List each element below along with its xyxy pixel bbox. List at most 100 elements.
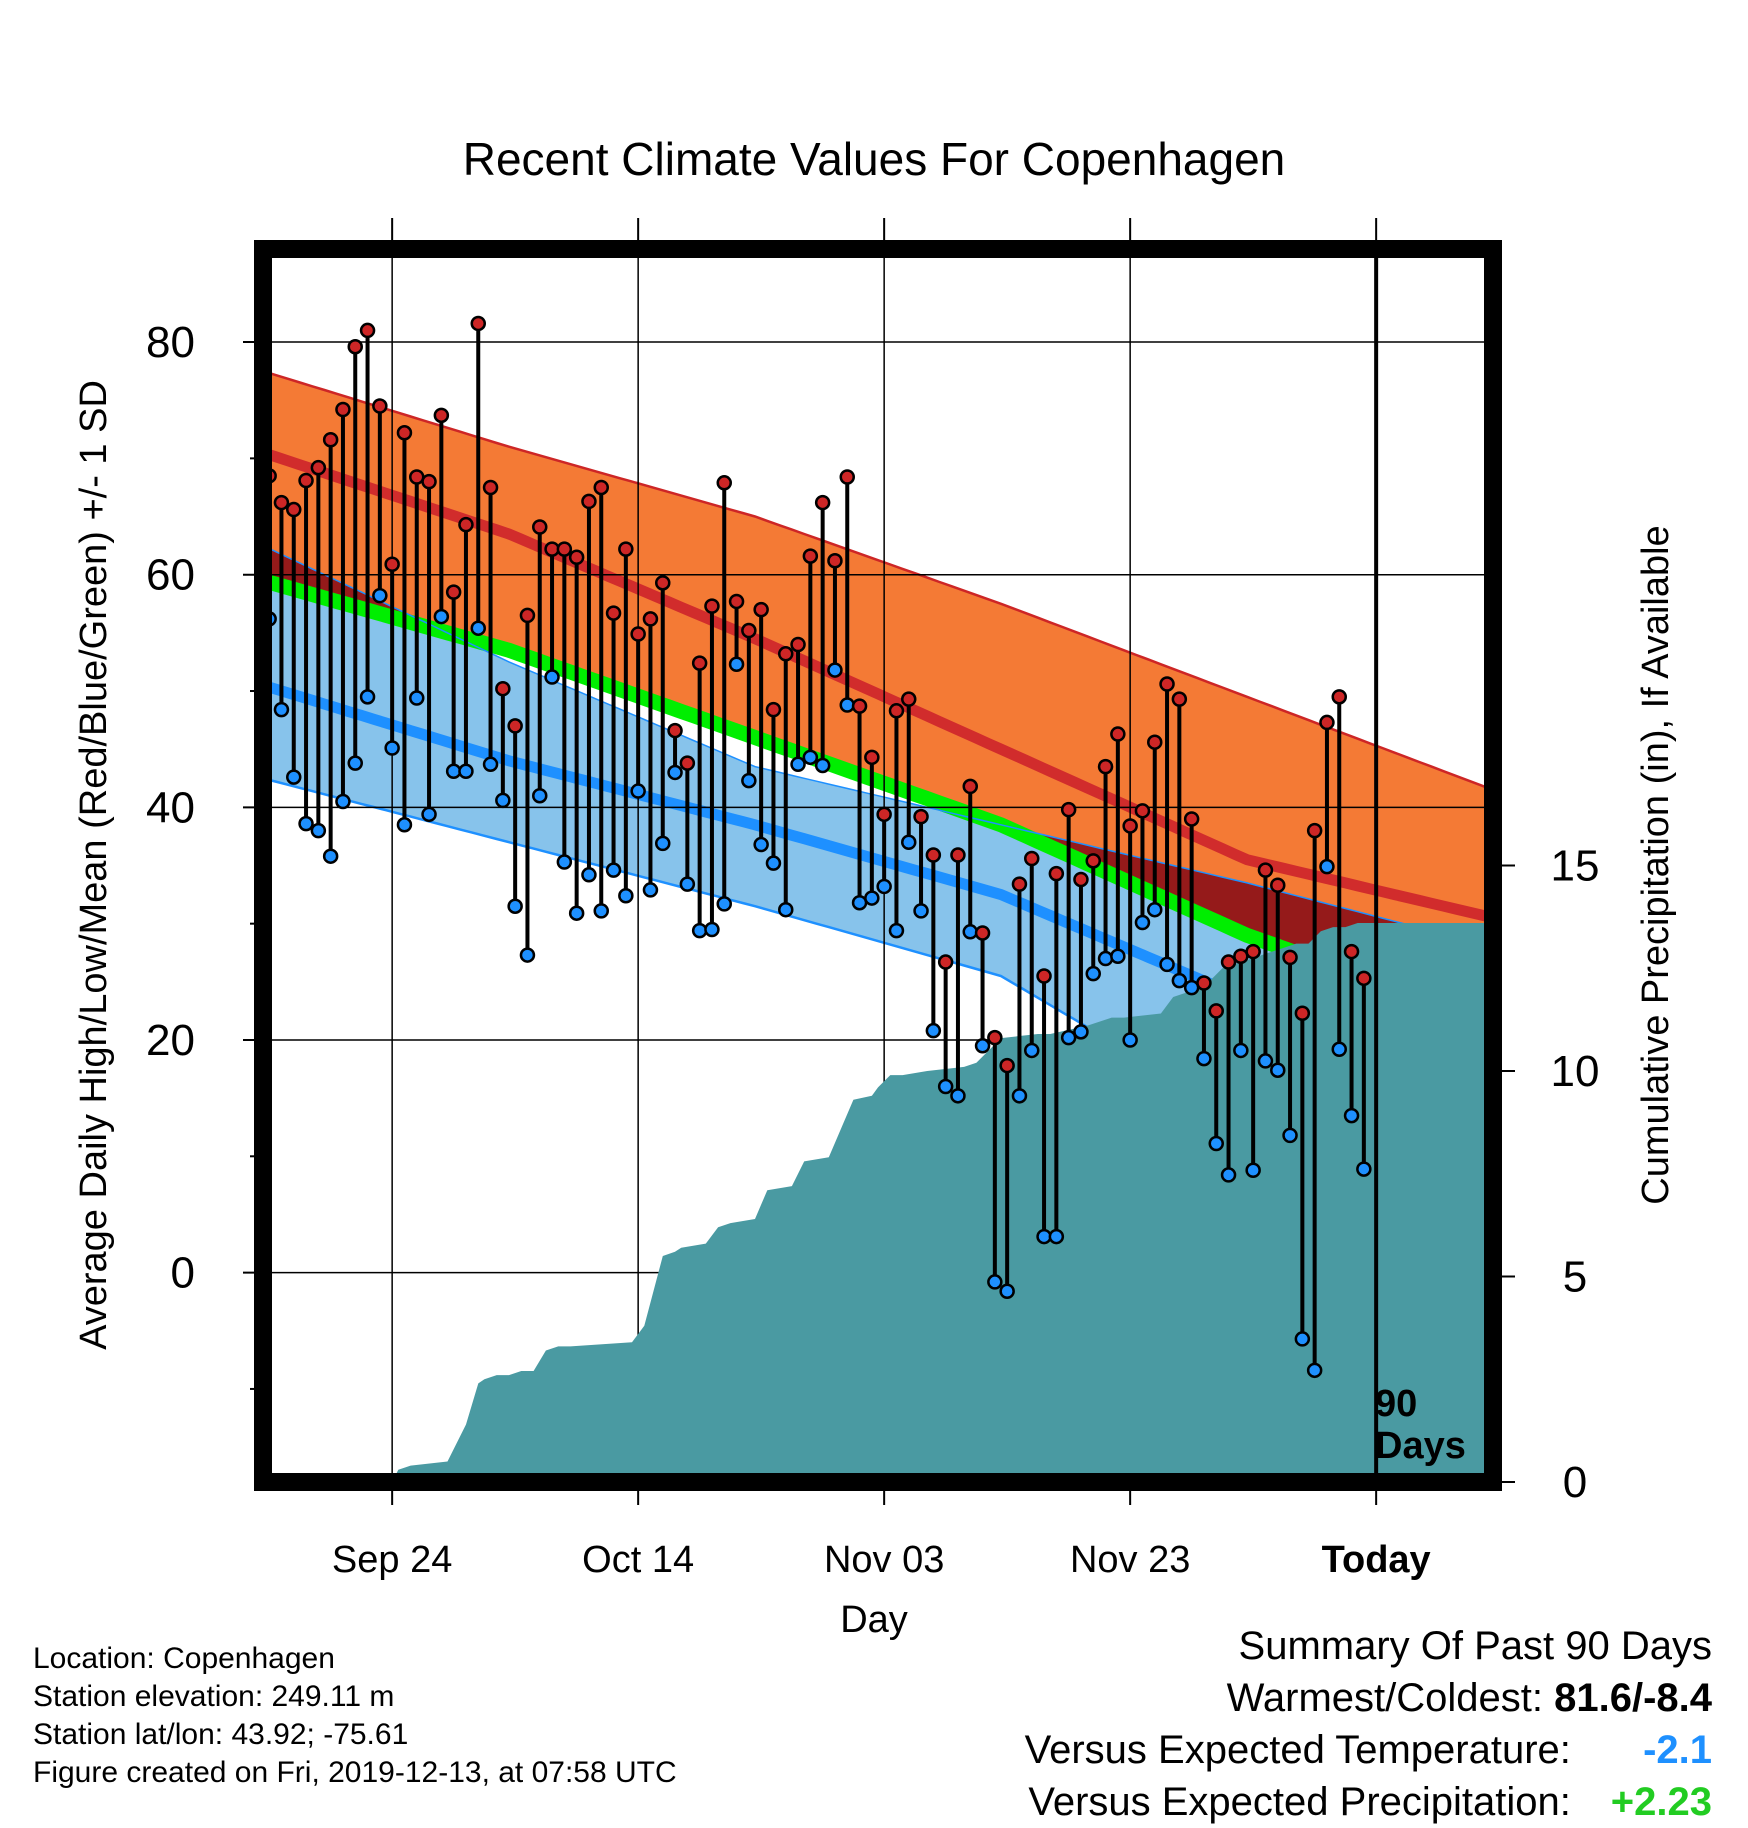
- daily-high-point: [1294, 1005, 1311, 1021]
- daily-high-point: [728, 593, 745, 610]
- daily-high-point: [1011, 876, 1028, 892]
- daily-high-point: [421, 473, 437, 490]
- daily-low-point: [765, 855, 782, 871]
- location-text: Location: Copenhagen: [33, 1642, 335, 1675]
- y2-tick-label-5: 5: [1563, 1253, 1587, 1302]
- precip-value: +2.23: [1610, 1780, 1712, 1824]
- summary-panel: Summary Of Past 90 Days Warmest/Coldest:…: [1025, 1620, 1712, 1828]
- daily-high-point: [1319, 714, 1335, 731]
- daily-low-point: [372, 587, 388, 604]
- daily-high-point: [778, 646, 794, 662]
- days-window-label-1: 90: [1375, 1383, 1417, 1425]
- daily-low-point: [728, 656, 745, 673]
- daily-low-point: [618, 887, 634, 904]
- daily-low-point: [532, 787, 548, 804]
- daily-low-point: [335, 793, 351, 810]
- daily-low-point: [851, 894, 868, 911]
- daily-high-point: [433, 407, 450, 424]
- daily-low-point: [1011, 1088, 1028, 1104]
- daily-low-point: [507, 898, 523, 914]
- y-tick-label-20: 20: [146, 1016, 195, 1065]
- daily-low-point: [495, 792, 511, 809]
- daily-low-point: [1233, 1042, 1249, 1059]
- daily-low-point: [359, 689, 376, 705]
- daily-low-point: [1196, 1050, 1212, 1067]
- daily-low-point: [1085, 965, 1101, 982]
- daily-high-point: [765, 701, 782, 718]
- y2-tick-label-0: 0: [1563, 1458, 1587, 1507]
- daily-low-point: [667, 764, 683, 781]
- daily-high-point: [642, 611, 659, 627]
- daily-low-point: [691, 922, 708, 939]
- daily-low-point: [1024, 1042, 1040, 1059]
- daily-high-point: [1024, 850, 1040, 867]
- daily-high-point: [839, 469, 855, 485]
- y-tick-label-80: 80: [146, 318, 195, 367]
- daily-high-point: [999, 1057, 1015, 1074]
- daily-low-point: [1171, 972, 1188, 989]
- daily-high-point: [593, 479, 609, 496]
- daily-high-point: [384, 556, 400, 572]
- daily-low-point: [827, 662, 843, 678]
- daily-low-point: [1257, 1053, 1274, 1069]
- daily-low-point: [1134, 914, 1151, 931]
- warmest-label: Warmest/Coldest:: [1226, 1676, 1543, 1720]
- daily-low-point: [605, 862, 622, 878]
- daily-high-point: [1147, 734, 1163, 750]
- y-tick-label-60: 60: [146, 551, 195, 600]
- daily-low-point: [1183, 979, 1200, 996]
- daily-low-point: [593, 903, 609, 919]
- daily-low-point: [999, 1283, 1015, 1299]
- daily-high-point: [1331, 689, 1347, 705]
- daily-high-point: [1233, 948, 1249, 964]
- daily-low-point: [839, 697, 855, 713]
- daily-high-point: [482, 479, 499, 496]
- daily-high-point: [1270, 877, 1286, 894]
- daily-low-point: [864, 890, 880, 906]
- daily-high-point: [298, 472, 314, 489]
- precip-label: Versus Expected Precipitation:: [1028, 1780, 1571, 1824]
- daily-low-point: [1294, 1331, 1311, 1347]
- daily-low-point: [630, 783, 646, 799]
- plot-area: [263, 249, 1493, 1482]
- daily-high-point: [888, 703, 905, 719]
- daily-high-point: [507, 718, 523, 734]
- station-info: Location: Copenhagen Station elevation: …: [33, 1640, 677, 1792]
- daily-high-point: [851, 698, 868, 714]
- daily-high-point: [1110, 726, 1126, 742]
- daily-low-point: [741, 772, 757, 789]
- summary-heading: Summary Of Past 90 Days: [1238, 1624, 1712, 1668]
- days-window-label-2: Days: [1375, 1425, 1466, 1467]
- daily-high-point: [827, 552, 843, 569]
- daily-high-point: [814, 494, 831, 511]
- daily-high-point: [458, 516, 474, 533]
- daily-low-point: [581, 867, 597, 883]
- daily-high-point: [1306, 822, 1323, 839]
- x-axis-label: Day: [840, 1599, 908, 1641]
- daily-low-point: [519, 947, 536, 963]
- daily-low-point: [888, 922, 905, 939]
- daily-low-point: [778, 901, 794, 918]
- daily-high-point: [359, 322, 376, 339]
- daily-low-point: [470, 620, 486, 636]
- daily-high-point: [1171, 691, 1188, 707]
- temp-value: -2.1: [1643, 1728, 1712, 1772]
- daily-low-point: [1306, 1362, 1323, 1379]
- daily-high-point: [495, 680, 511, 697]
- daily-low-point: [458, 763, 474, 780]
- daily-high-point: [741, 622, 757, 639]
- daily-high-point: [1183, 811, 1200, 827]
- daily-high-point: [802, 548, 819, 564]
- daily-low-point: [1159, 956, 1175, 973]
- daily-low-point: [1245, 1162, 1261, 1179]
- daily-low-point: [925, 1022, 942, 1039]
- summary-warmest-row: Warmest/Coldest: 81.6/-8.4: [1025, 1672, 1712, 1724]
- daily-high-point: [1159, 676, 1175, 692]
- elevation-text: Station elevation: 249.11 m: [33, 1680, 395, 1713]
- daily-low-point: [642, 882, 659, 898]
- daily-high-point: [1245, 943, 1261, 960]
- daily-low-point: [421, 806, 437, 823]
- daily-high-point: [372, 398, 388, 414]
- summary-temp-row: Versus Expected Temperature: -2.1: [1025, 1724, 1712, 1776]
